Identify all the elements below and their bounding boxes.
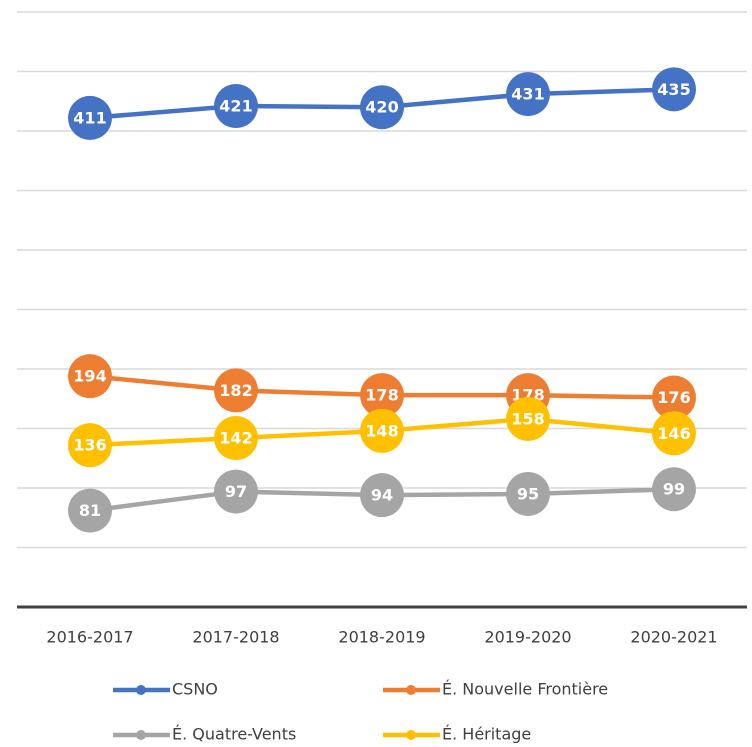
- legend-marker: [136, 685, 146, 695]
- data-label: 146: [657, 424, 690, 443]
- data-point: [214, 416, 258, 461]
- data-label: 421: [219, 97, 252, 116]
- legend-marker: [406, 730, 416, 740]
- data-point: [68, 423, 112, 468]
- legend-label: CSNO: [172, 680, 218, 699]
- data-label: 431: [511, 85, 544, 104]
- x-tick-label: 2017-2018: [192, 628, 279, 647]
- data-point: [214, 469, 258, 514]
- legend-label: É. Héritage: [442, 725, 531, 744]
- data-label: 158: [511, 409, 544, 428]
- legend-label: É. Quatre-Vents: [172, 725, 296, 744]
- data-label: 81: [79, 501, 101, 520]
- data-point: [506, 471, 550, 516]
- data-label: 95: [517, 484, 539, 503]
- data-point: [68, 354, 112, 399]
- data-point: [506, 72, 550, 117]
- x-tick-label: 2016-2017: [46, 628, 133, 647]
- data-label: 176: [657, 388, 690, 407]
- data-label: 148: [365, 421, 398, 440]
- data-label: 142: [219, 429, 252, 448]
- data-label: 411: [73, 108, 106, 127]
- data-point: [68, 488, 112, 533]
- data-label: 99: [663, 480, 685, 499]
- x-tick-label: 2018-2019: [338, 628, 425, 647]
- legend-label: É. Nouvelle Frontière: [442, 680, 608, 699]
- x-tick-label: 2020-2021: [630, 628, 717, 647]
- data-point: [360, 373, 404, 418]
- data-point: [652, 411, 696, 456]
- data-point: [506, 396, 550, 441]
- data-point: [360, 473, 404, 518]
- data-point: [360, 85, 404, 130]
- data-point: [652, 375, 696, 420]
- data-point: [214, 84, 258, 129]
- data-point: [652, 67, 696, 112]
- data-label: 136: [73, 436, 106, 455]
- legend-marker: [406, 685, 416, 695]
- data-label: 182: [219, 381, 252, 400]
- legend-marker: [136, 730, 146, 740]
- data-label: 94: [371, 486, 393, 505]
- data-point: [652, 467, 696, 512]
- data-point: [214, 368, 258, 413]
- data-label: 435: [657, 80, 690, 99]
- data-label: 97: [225, 482, 247, 501]
- x-tick-label: 2019-2020: [484, 628, 571, 647]
- data-label: 420: [365, 98, 398, 117]
- data-label: 194: [73, 367, 106, 386]
- data-point: [68, 95, 112, 140]
- data-point: [360, 408, 404, 453]
- data-label: 178: [365, 386, 398, 405]
